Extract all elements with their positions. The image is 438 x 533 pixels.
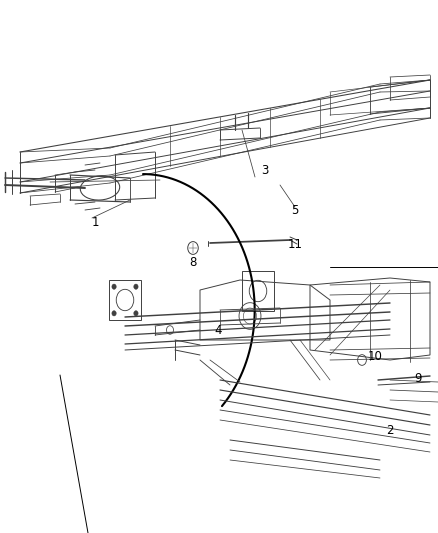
- Text: 5: 5: [291, 204, 299, 216]
- Text: 8: 8: [189, 256, 197, 270]
- Text: 1: 1: [91, 215, 99, 229]
- Text: 9: 9: [414, 372, 422, 384]
- Text: 2: 2: [386, 424, 394, 437]
- Circle shape: [112, 284, 116, 289]
- Circle shape: [134, 311, 138, 316]
- Circle shape: [112, 311, 116, 316]
- Text: 10: 10: [367, 351, 382, 364]
- Text: 3: 3: [261, 164, 268, 176]
- Circle shape: [134, 284, 138, 289]
- Text: 11: 11: [287, 238, 303, 252]
- Text: 4: 4: [214, 324, 222, 336]
